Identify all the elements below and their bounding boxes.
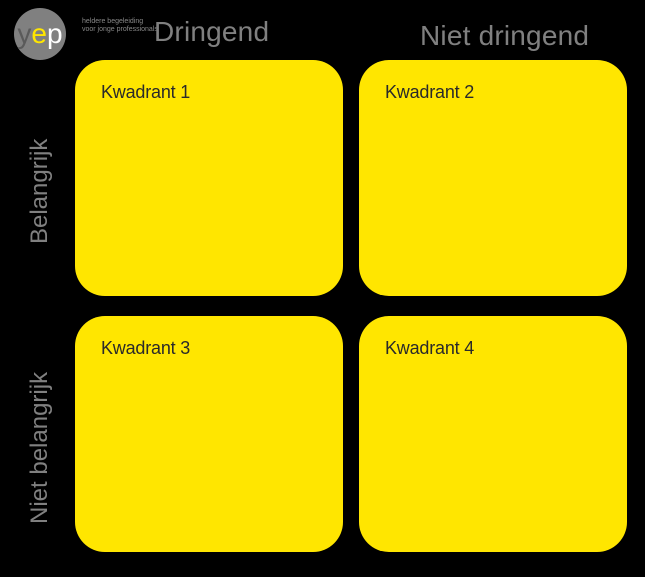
- logo-letter-p: p: [47, 18, 63, 50]
- quadrant-4-label: Kwadrant 4: [385, 338, 627, 359]
- row-header-not-important: Niet belangrijk: [26, 354, 54, 524]
- quadrant-1-label: Kwadrant 1: [101, 82, 343, 103]
- quadrant-3: Kwadrant 3: [75, 316, 343, 552]
- logo-tagline-line1: heldere begeleiding: [82, 18, 158, 26]
- logo: yep heldere begeleiding voor jonge profe…: [14, 8, 66, 60]
- logo-letter-y: y: [17, 18, 31, 50]
- row-header-important: Belangrijk: [26, 124, 54, 244]
- quadrant-4: Kwadrant 4: [359, 316, 627, 552]
- logo-tagline: heldere begeleiding voor jonge professio…: [82, 18, 158, 33]
- quadrant-1: Kwadrant 1: [75, 60, 343, 296]
- logo-letter-e: e: [31, 18, 47, 50]
- logo-tagline-line2: voor jonge professionals: [82, 26, 158, 34]
- quadrant-3-label: Kwadrant 3: [101, 338, 343, 359]
- quadrant-2-label: Kwadrant 2: [385, 82, 627, 103]
- quadrant-2: Kwadrant 2: [359, 60, 627, 296]
- column-header-urgent: Dringend: [154, 16, 269, 48]
- logo-circle: yep: [14, 8, 66, 60]
- column-header-not-urgent: Niet dringend: [420, 20, 589, 52]
